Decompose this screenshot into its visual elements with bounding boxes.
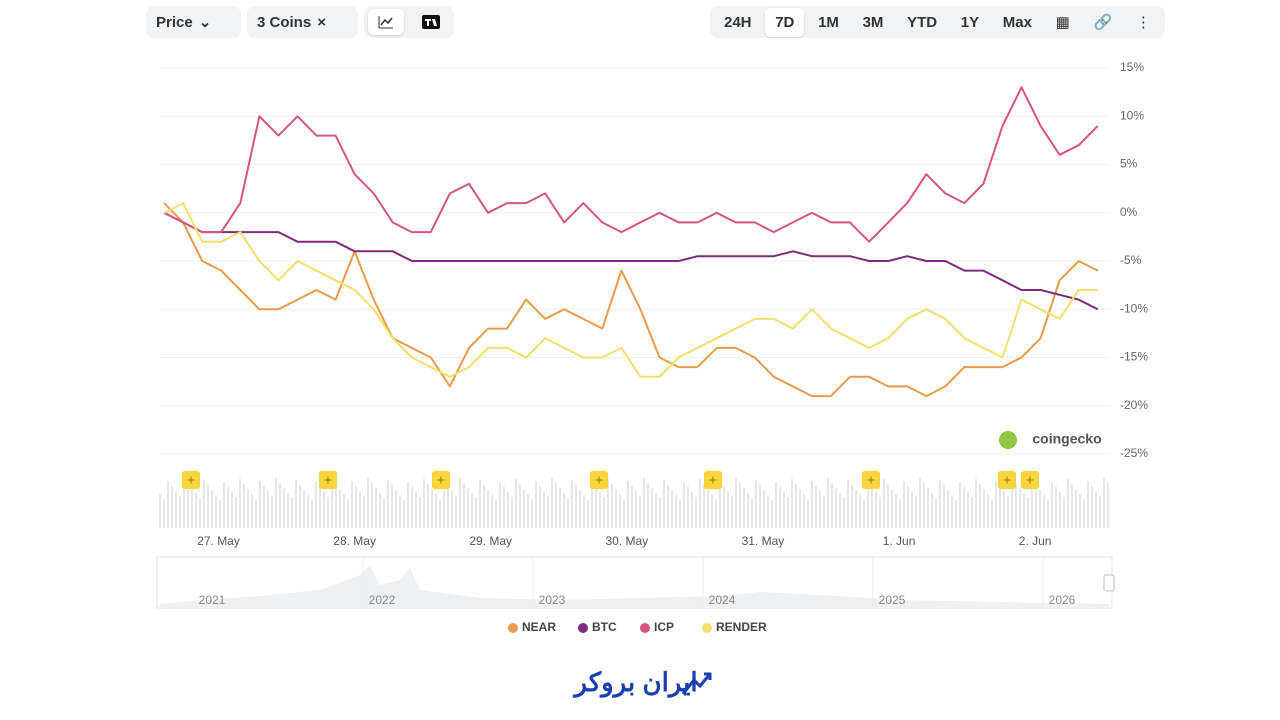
event-icon: + [1026, 472, 1034, 488]
metric-button[interactable]: Price ⌄ [146, 7, 221, 37]
event-icon: + [187, 472, 195, 488]
legend-label[interactable]: NEAR [522, 620, 556, 634]
series-line [163, 211, 1099, 311]
calendar-button[interactable]: ▦ [1055, 14, 1070, 31]
event-icon: + [709, 472, 717, 488]
legend-swatch [702, 623, 712, 633]
y-tick-label: 5% [1120, 157, 1138, 171]
metric-label: Price [156, 13, 193, 31]
coins-button[interactable]: 3 Coins × [247, 8, 336, 37]
event-marker[interactable] [182, 471, 200, 489]
range-button[interactable]: 1M [818, 13, 839, 31]
series-line [163, 202, 1099, 398]
tv-icon [422, 15, 440, 29]
navigator-year: 2022 [369, 593, 396, 607]
navigator-area [160, 565, 1110, 608]
event-marker[interactable] [862, 471, 880, 489]
close-icon: × [317, 13, 326, 31]
navigator-year: 2023 [539, 593, 566, 607]
y-tick-label: -25% [1120, 446, 1148, 460]
metric-select[interactable]: Price ⌄ [146, 6, 241, 38]
range-button[interactable]: 1Y [960, 13, 980, 31]
navigator-year: 2025 [879, 593, 906, 607]
navigator-year: 2024 [709, 593, 736, 607]
event-marker[interactable] [319, 471, 337, 489]
coins-select[interactable]: 3 Coins × [247, 6, 358, 38]
navigator-handle[interactable] [1103, 574, 1115, 592]
y-tick-label: 15% [1120, 60, 1144, 74]
range-button[interactable]: 3M [862, 13, 884, 31]
event-marker[interactable] [704, 471, 722, 489]
line-icon [378, 16, 393, 29]
x-tick-label: 2. Jun [1019, 534, 1052, 548]
legend-swatch [640, 623, 650, 633]
brand: ایران بروکر [572, 667, 697, 698]
y-tick-label: -20% [1120, 398, 1148, 412]
series-line [163, 86, 1099, 243]
x-tick-label: 1. Jun [883, 534, 916, 548]
x-tick-label: 28. May [333, 534, 376, 548]
y-tick-label: -5% [1120, 253, 1142, 267]
range-selector: 24H 7D 1M 3M YTD 1Y Max ▦ 🔗 ⋮ [710, 6, 1165, 38]
coins-label: 3 Coins [257, 13, 312, 31]
navigator-year: 2021 [199, 593, 226, 607]
link-button[interactable]: 🔗 [1093, 14, 1113, 31]
tradingview-button[interactable] [412, 9, 450, 35]
x-tick-label: 27. May [197, 534, 240, 548]
x-tick-label: 30. May [605, 534, 648, 548]
event-icon: + [595, 472, 603, 488]
event-icon: + [1003, 472, 1011, 488]
event-marker[interactable] [1021, 471, 1039, 489]
y-tick-label: -10% [1120, 301, 1148, 315]
legend-swatch [578, 623, 588, 633]
series-line [163, 202, 1098, 378]
watermark-logo [999, 431, 1017, 449]
event-icon: + [867, 472, 875, 488]
navigator-year: 2026 [1049, 593, 1076, 607]
legend-label[interactable]: ICP [654, 620, 674, 634]
event-icon: + [324, 472, 332, 488]
range-button[interactable]: YTD [907, 13, 938, 31]
watermark: coingecko [1032, 431, 1101, 447]
chart-style [364, 6, 454, 38]
line-chart-button[interactable] [368, 9, 404, 35]
x-tick-label: 29. May [469, 534, 512, 548]
event-marker[interactable] [432, 471, 450, 489]
y-tick-label: 0% [1120, 205, 1138, 219]
event-icon: + [437, 472, 445, 488]
legend-swatch [508, 623, 518, 633]
y-tick-label: 10% [1120, 108, 1144, 122]
menu-button[interactable]: ⋮ [1135, 14, 1151, 31]
event-marker[interactable] [998, 471, 1016, 489]
legend-label[interactable]: RENDER [716, 620, 767, 634]
range-button[interactable]: 24H [724, 13, 752, 31]
chevron: ⌄ [198, 14, 212, 31]
range-button[interactable]: 7D [765, 7, 805, 37]
y-tick-label: -15% [1120, 350, 1148, 364]
event-marker[interactable] [590, 471, 608, 489]
x-tick-label: 31. May [742, 534, 785, 548]
legend-label[interactable]: BTC [592, 620, 617, 634]
range-button[interactable]: Max [1002, 13, 1032, 31]
brand-logo [681, 672, 712, 695]
